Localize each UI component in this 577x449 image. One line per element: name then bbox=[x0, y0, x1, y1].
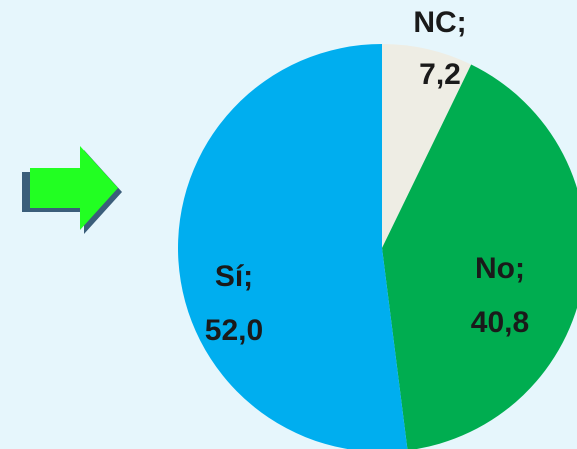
pie-slices bbox=[177, 44, 577, 449]
slice-si bbox=[177, 44, 408, 449]
slice-no-value: 40,8 bbox=[471, 306, 529, 339]
slice-no bbox=[382, 64, 577, 449]
slice-nc-value: 7,2 bbox=[419, 58, 461, 91]
slice-si-label: Sí; bbox=[215, 260, 253, 293]
slice-no-label: No; bbox=[475, 252, 525, 285]
slice-nc-label: NC; bbox=[413, 6, 466, 39]
right-arrow-icon bbox=[22, 146, 122, 234]
pie-labels: NC; 7,2 No; 40,8 Sí; 52,0 bbox=[205, 6, 529, 347]
slice-si-value: 52,0 bbox=[205, 314, 263, 347]
slice-nc bbox=[382, 44, 472, 248]
